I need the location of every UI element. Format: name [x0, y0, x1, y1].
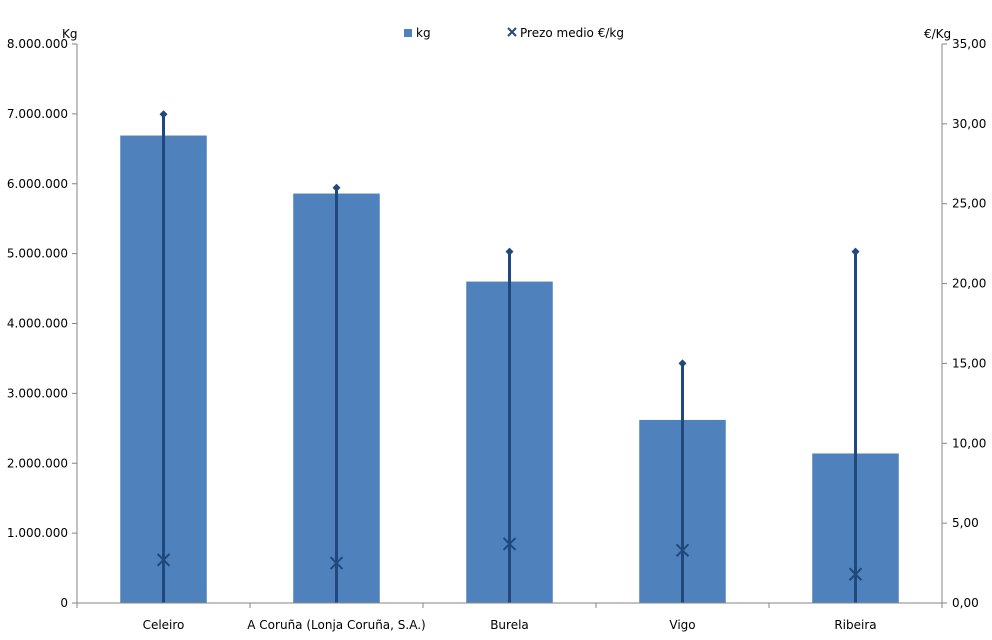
price-marker: [329, 556, 344, 570]
price-marker: [502, 537, 517, 551]
category-label: Ribeira: [834, 618, 876, 632]
price-marker: [848, 567, 863, 581]
price-high-marker: [678, 359, 687, 368]
left-tick-label: 7.000.000: [7, 107, 68, 121]
x-axis-ticks: Celeiro A Coruña (Lonja Coruña, S.A.) Bure…: [76, 603, 943, 632]
right-tick-label: 30,00: [952, 117, 986, 131]
category-label: A Coruña (Lonja Coruña, S.A.): [247, 618, 425, 632]
category-label: Celeiro: [143, 618, 185, 632]
left-axis-ticks: 0 1.000.000 2.000.000 3.000.000 4.000.000 5.0…: [7, 37, 77, 610]
price-high-marker: [332, 183, 341, 192]
price-high-marker: [159, 110, 168, 119]
right-tick-label: 0,00: [952, 596, 979, 610]
price-high-marker: [851, 247, 860, 256]
legend-swatch-kg: [404, 29, 412, 37]
right-tick-label: 15,00: [952, 356, 986, 370]
price-series: [156, 110, 863, 603]
legend-marker-price: [507, 27, 517, 37]
category-label: Vigo: [669, 618, 695, 632]
left-tick-label: 8.000.000: [7, 37, 68, 51]
right-tick-label: 25,00: [952, 197, 986, 211]
legend: kg Prezo medio €/kg: [404, 26, 624, 40]
left-tick-label: 6.000.000: [7, 177, 68, 191]
legend-label-kg: kg: [416, 26, 431, 40]
left-tick-label: 5.000.000: [7, 247, 68, 261]
right-tick-label: 20,00: [952, 277, 986, 291]
right-tick-label: 10,00: [952, 436, 986, 450]
right-tick-label: 5,00: [952, 516, 979, 530]
category-label: Burela: [490, 618, 529, 632]
left-tick-label: 3.000.000: [7, 386, 68, 400]
left-tick-label: 0: [60, 596, 68, 610]
price-high-marker: [505, 247, 514, 256]
left-tick-label: 2.000.000: [7, 456, 68, 470]
legend-label-price: Prezo medio €/kg: [520, 26, 624, 40]
left-tick-label: 4.000.000: [7, 317, 68, 331]
left-axis-label: Kg: [62, 27, 78, 41]
right-axis-ticks: 0,00 5,00 10,00 15,00 20,00 25,00 30,00 35,00: [942, 37, 986, 610]
price-marker: [675, 543, 690, 558]
price-marker: [156, 553, 171, 567]
right-axis-label: €/Kg: [924, 27, 951, 41]
right-tick-label: 35,00: [952, 37, 986, 51]
left-tick-label: 1.000.000: [7, 526, 68, 540]
